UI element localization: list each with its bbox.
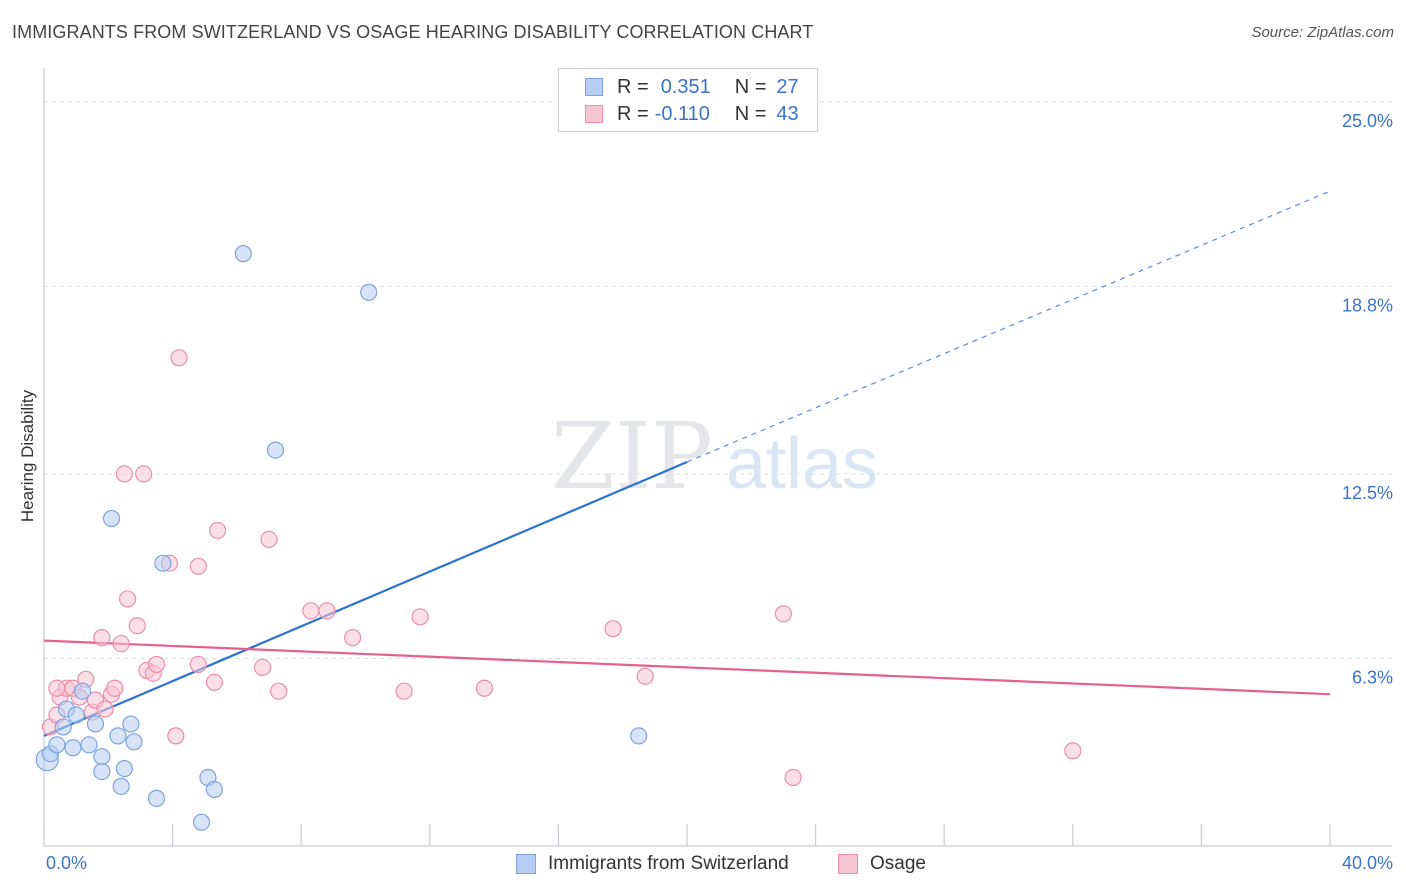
legend-n-label: N = <box>734 75 767 98</box>
data-point-switzerland <box>80 736 98 754</box>
data-point-switzerland <box>154 554 172 572</box>
y-axis-label: Hearing Disability <box>18 389 37 523</box>
data-point-osage <box>115 465 133 483</box>
data-point-switzerland <box>122 715 140 733</box>
data-point-osage <box>784 768 802 787</box>
legend-n-label: N = <box>734 102 767 125</box>
data-point-switzerland <box>630 727 648 745</box>
data-point-switzerland <box>192 813 211 831</box>
data-point-switzerland <box>266 441 285 459</box>
data-point-switzerland <box>147 789 166 807</box>
legend-n-value: 43 <box>776 102 799 125</box>
legend-r-value: -0.110 <box>654 102 710 125</box>
data-point-osage <box>270 682 288 700</box>
data-point-osage <box>774 605 793 623</box>
data-point-switzerland <box>115 760 133 778</box>
legend-r-label: R = <box>617 102 649 125</box>
bottom-legend-swatch-blue <box>516 854 536 874</box>
y-tick-label: 25.0% <box>1342 111 1393 131</box>
legend-n-value: 27 <box>776 75 799 98</box>
data-point-osage <box>93 629 111 647</box>
legend-r-value: 0.351 <box>660 75 711 98</box>
bottom-legend-osage: Osage <box>838 852 926 876</box>
chart-title: IMMIGRANTS FROM SWITZERLAND VS OSAGE HEA… <box>12 22 814 42</box>
bottom-legend-swatch-pink <box>838 854 858 874</box>
data-point-osage <box>260 530 278 548</box>
data-point-osage <box>170 349 188 367</box>
data-point-switzerland <box>112 777 130 796</box>
legend-r-label: R = <box>617 75 649 98</box>
gridlines <box>44 101 1392 659</box>
data-point-osage <box>135 465 153 483</box>
data-point-osage <box>147 655 166 674</box>
x-tick-label-min: 0.0% <box>46 853 87 873</box>
data-point-osage <box>189 655 207 674</box>
data-point-switzerland <box>125 733 143 751</box>
data-point-osage <box>318 602 336 620</box>
y-tick-label: 12.5% <box>1342 483 1393 503</box>
data-point-osage <box>189 557 207 575</box>
y-tick-label: 6.3% <box>1352 667 1393 687</box>
data-point-osage <box>302 602 320 620</box>
data-point-osage <box>128 617 146 635</box>
data-point-switzerland <box>64 739 82 757</box>
trend-line-switzerland <box>43 460 688 737</box>
trend-lines <box>43 190 1331 737</box>
data-point-switzerland <box>93 762 111 781</box>
data-point-switzerland <box>93 748 111 766</box>
legend-row-switzerland: R = 0.351 N = 27 <box>585 75 799 99</box>
tick-labels: 6.3% 12.5% 18.8% 25.0% 0.0% 40.0% <box>46 111 1393 873</box>
data-point-osage <box>604 620 622 638</box>
data-point-osage <box>112 634 130 653</box>
data-points <box>35 245 1082 831</box>
data-point-osage <box>167 727 185 745</box>
data-point-switzerland <box>54 718 72 736</box>
source-note: Source: ZipAtlas.com <box>1251 24 1394 41</box>
data-point-osage <box>254 658 272 676</box>
data-point-osage <box>48 679 66 697</box>
data-point-switzerland <box>205 780 223 799</box>
data-point-switzerland <box>73 682 92 700</box>
data-point-osage <box>344 629 362 647</box>
data-point-switzerland <box>234 245 252 263</box>
data-point-osage <box>475 679 494 697</box>
bottom-legend-switzerland: Immigrants from Switzerland <box>516 852 789 876</box>
bottom-legend-label: Immigrants from Switzerland <box>548 853 789 874</box>
data-point-osage <box>96 700 114 718</box>
trend-line-switzerland-projection <box>686 190 1331 463</box>
data-point-osage <box>118 590 137 608</box>
watermark-atlas: atlas <box>726 424 878 504</box>
trend-line-osage <box>43 639 1331 696</box>
axes <box>43 68 1392 847</box>
bottom-legend-label: Osage <box>870 853 926 874</box>
data-point-switzerland <box>86 715 105 733</box>
y-tick-label: 18.8% <box>1342 295 1393 315</box>
legend-row-osage: R = -0.110 N = 43 <box>585 102 799 126</box>
legend-swatch-blue <box>585 78 603 96</box>
correlation-legend: R = 0.351 N = 27 R = -0.110 N = 43 <box>558 68 818 132</box>
data-point-osage <box>395 682 413 700</box>
data-point-switzerland <box>48 736 66 754</box>
data-point-osage <box>1064 742 1082 760</box>
data-point-osage <box>411 608 429 626</box>
data-point-osage <box>205 673 223 691</box>
watermark: ZIP atlas <box>551 403 878 510</box>
data-point-switzerland <box>360 283 378 301</box>
data-point-switzerland <box>102 509 121 528</box>
data-point-osage <box>106 679 124 697</box>
watermark-zip: ZIP <box>551 403 713 510</box>
legend-swatch-pink <box>585 105 603 123</box>
data-point-osage <box>636 667 654 685</box>
data-point-osage <box>209 521 227 540</box>
data-point-switzerland <box>67 706 85 724</box>
x-tick-label-max: 40.0% <box>1342 853 1393 873</box>
data-point-switzerland <box>109 727 127 745</box>
